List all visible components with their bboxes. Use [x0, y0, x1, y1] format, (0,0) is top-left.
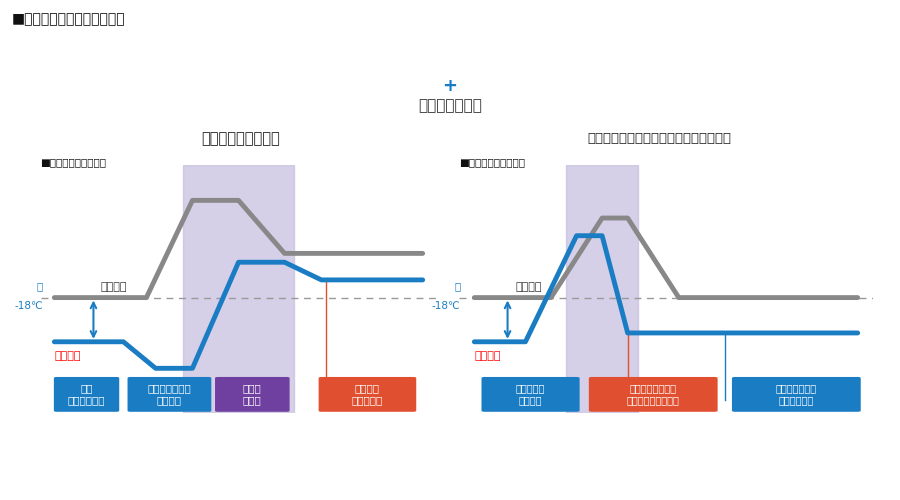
FancyBboxPatch shape: [54, 377, 119, 412]
Text: ■温度制御イメージ図: ■温度制御イメージ図: [40, 158, 106, 168]
Text: 低温復帰
時間が短い: 低温復帰 時間が短い: [352, 384, 383, 406]
Text: 霜取り運転前に
予備冷却: 霜取り運転前に 予備冷却: [148, 384, 192, 406]
Text: 新鮮冷凍: 新鮮冷凍: [474, 352, 500, 362]
Text: ドア開閉後に庫内
温度を素早く下げる: ドア開閉後に庫内 温度を素早く下げる: [626, 384, 680, 406]
FancyBboxPatch shape: [215, 377, 290, 412]
Text: 新鮮冷凍: 新鮮冷凍: [54, 352, 81, 362]
FancyBboxPatch shape: [482, 377, 580, 412]
Text: 温度維持制御で
低温をキープ: 温度維持制御で 低温をキープ: [776, 384, 817, 406]
Text: 低温キープ制御: 低温キープ制御: [418, 98, 482, 114]
Text: 低温
コントロール: 低温 コントロール: [68, 384, 105, 406]
Text: -18℃: -18℃: [432, 301, 461, 311]
Text: ドア開閉で
温度上昇: ドア開閉で 温度上昇: [516, 384, 545, 406]
FancyBboxPatch shape: [319, 377, 416, 412]
Text: ■低温キープ制御イメージ図: ■低温キープ制御イメージ図: [12, 12, 125, 26]
Text: ドア開閉時の温度変動をより低温で抑制: ドア開閉時の温度変動をより低温で抑制: [587, 132, 731, 145]
Text: 従来冷凍: 従来冷凍: [101, 282, 127, 292]
FancyBboxPatch shape: [589, 377, 717, 412]
Text: 低温コントロール: 低温コントロール: [410, 52, 490, 70]
Bar: [184, 165, 293, 412]
Text: 従来冷凍: 従来冷凍: [515, 282, 542, 292]
Text: 約: 約: [454, 282, 461, 292]
FancyBboxPatch shape: [732, 377, 860, 412]
Bar: [566, 165, 638, 412]
FancyBboxPatch shape: [128, 377, 212, 412]
Text: -18℃: -18℃: [14, 301, 43, 311]
Text: 霜取り
運転中: 霜取り 運転中: [243, 384, 262, 406]
Text: 霜取り運転前に予冷: 霜取り運転前に予冷: [202, 130, 280, 146]
Text: +: +: [443, 77, 457, 95]
Text: 約: 約: [37, 282, 43, 292]
Text: ■温度制御イメージ図: ■温度制御イメージ図: [459, 158, 525, 168]
